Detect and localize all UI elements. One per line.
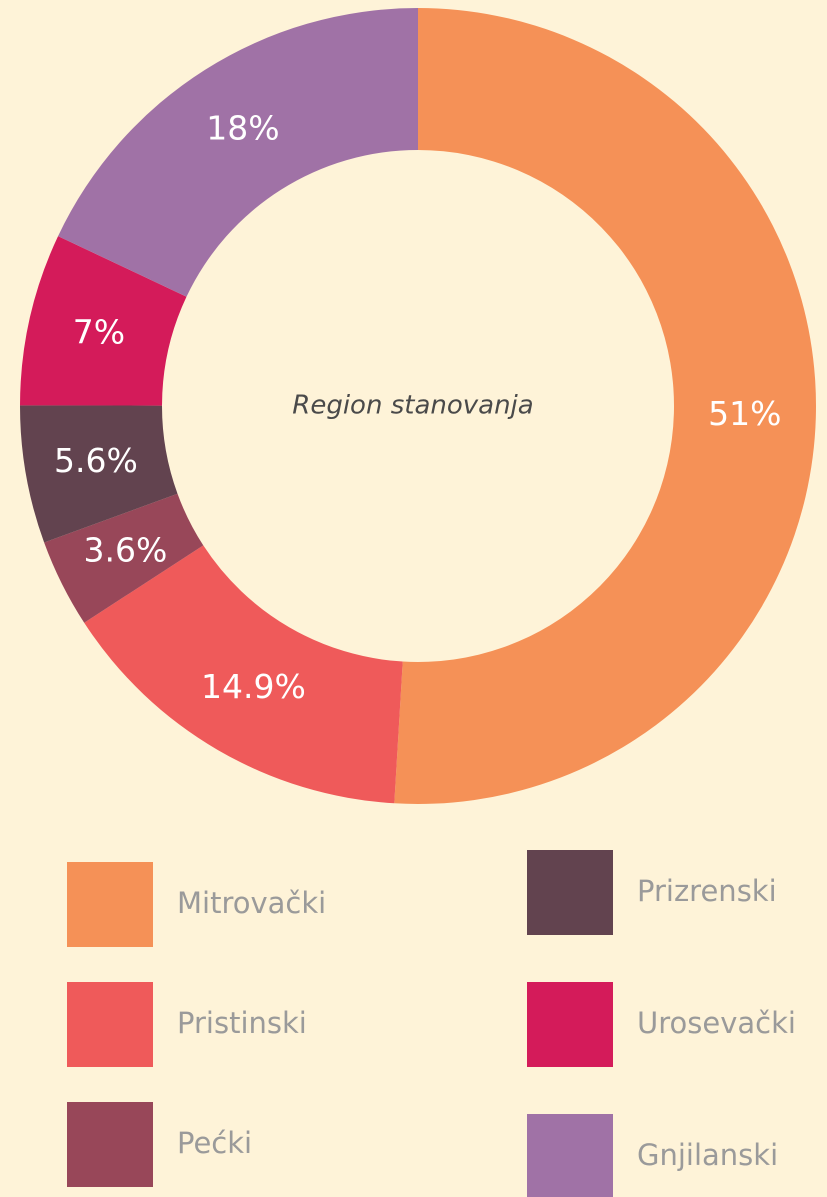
legend-label: Gnjilanski xyxy=(637,1138,778,1172)
value-label: 14.9% xyxy=(201,667,306,706)
value-label: 3.6% xyxy=(83,531,167,570)
donut-slice xyxy=(44,493,204,623)
legend-swatch xyxy=(527,982,613,1067)
legend-label: Urosevački xyxy=(637,1006,796,1040)
donut-slice xyxy=(20,405,178,543)
legend-swatch xyxy=(67,982,153,1067)
legend-swatch xyxy=(67,862,153,947)
donut-slice xyxy=(58,8,418,297)
legend-swatch xyxy=(67,1102,153,1187)
legend-swatch xyxy=(527,850,613,935)
value-label: 5.6% xyxy=(54,441,138,480)
value-label: 18% xyxy=(206,108,279,147)
center-label: Region stanovanja xyxy=(292,391,533,421)
legend-label: Prizrenski xyxy=(637,874,777,908)
donut-slice xyxy=(394,8,816,804)
value-label: 51% xyxy=(708,394,781,433)
donut-slice xyxy=(84,545,403,804)
legend-swatch xyxy=(527,1114,613,1197)
donut-slice xyxy=(20,236,187,406)
legend-label: Pristinski xyxy=(177,1006,307,1040)
legend-label: Pećki xyxy=(177,1126,252,1160)
value-label: 7% xyxy=(73,313,125,352)
legend-label: Mitrovački xyxy=(177,886,326,920)
